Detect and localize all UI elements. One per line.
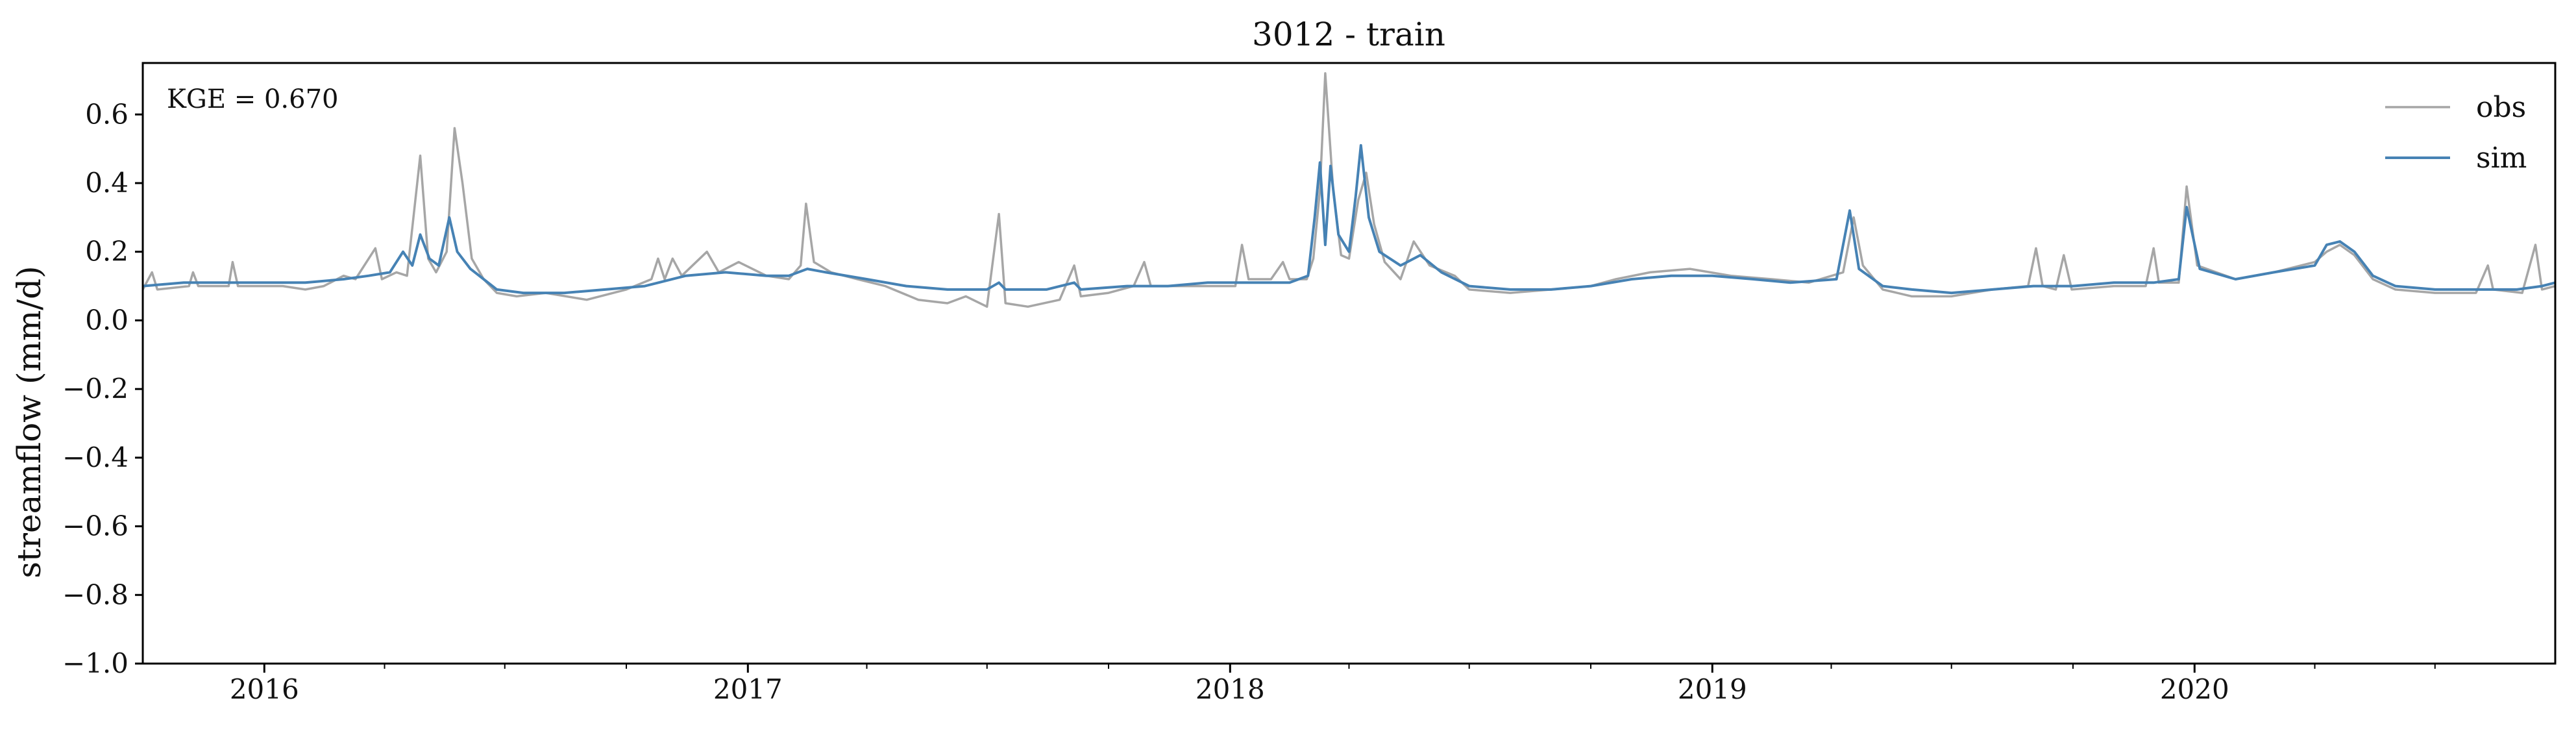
x-tick-label: 2017: [713, 673, 783, 705]
chart-title: 3012 - train: [1252, 16, 1445, 53]
legend: obs sim: [2385, 91, 2527, 175]
series-line-obs: [141, 72, 2556, 308]
series-layer: [141, 72, 2556, 308]
y-axis-label: streamflow (mm/d): [10, 266, 48, 578]
y-axis-ticks: 0.6 0.4 0.2 0.0 −0.2 −0.4 −0.6 −0.8 −1.0: [62, 98, 143, 679]
y-tick-label: 0.6: [85, 98, 129, 130]
y-tick-label: −0.4: [62, 442, 129, 473]
x-tick-label: 2019: [1678, 673, 1747, 705]
x-tick-label: 2018: [1196, 673, 1265, 705]
x-tick-label: 2016: [230, 673, 299, 705]
y-tick-label: −0.6: [62, 510, 129, 542]
plot-area: 0.60.40.20.0−0.2−0.4−0.6−0.8−1.0 2016 201…: [62, 62, 2557, 705]
y-tick-label: 0.2: [85, 236, 129, 268]
legend-label-obs: obs: [2476, 91, 2526, 124]
x-axis-ticks: 2016 2017 2018 2019 2020: [230, 664, 2436, 705]
legend-label-sim: sim: [2476, 142, 2527, 175]
x-tick-label: 2020: [2160, 673, 2229, 705]
y-tick-label: −0.2: [62, 373, 129, 405]
y-tick-label: −1.0: [62, 647, 129, 679]
y-tick-label: −0.8: [62, 579, 129, 610]
y-tick-label: 0.4: [85, 167, 129, 199]
series-line-sim: [142, 143, 2556, 295]
kge-annotation: KGE = 0.670: [167, 84, 339, 114]
y-tick-label: 0.0: [85, 304, 129, 336]
